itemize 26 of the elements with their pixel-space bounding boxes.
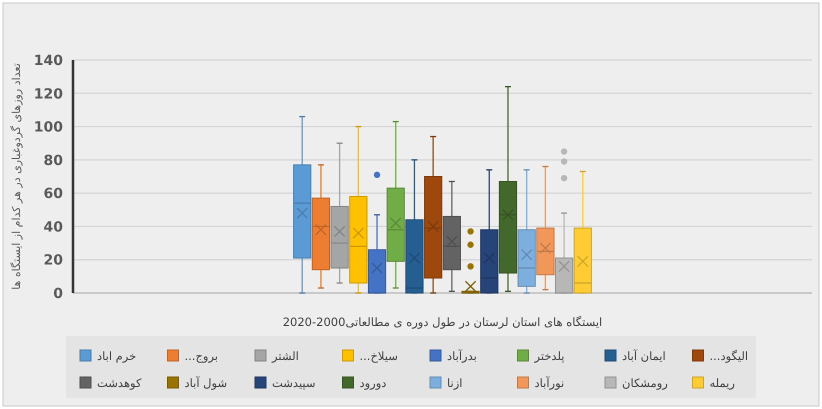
legend-label: سپیدشت xyxy=(272,376,316,390)
legend-label: ایمان آباد xyxy=(622,349,666,363)
y-axis-title: تعداد روزهای گردوغباری در هر کدام از ایستگاه ها xyxy=(10,63,23,290)
legend-label: ازنا xyxy=(447,376,462,390)
y-tick-label: 0 xyxy=(53,286,64,302)
legend-label: پلدختر xyxy=(534,349,564,363)
legend-label: بروج... xyxy=(184,349,218,363)
legend-label: رومشکان xyxy=(622,376,668,390)
legend-label: الیگود... xyxy=(710,349,748,363)
y-tick-label: 80 xyxy=(44,152,64,169)
legend-label: دورود xyxy=(360,376,386,390)
y-tick-label: 100 xyxy=(34,120,64,136)
x-axis-title: ایستگاه های استان لرستان در طول دوره ی مطالعاتی2000-2020 xyxy=(282,315,602,329)
y-tick-label: 20 xyxy=(44,252,64,269)
y-tick-label: 60 xyxy=(44,186,64,202)
y-tick-label: 120 xyxy=(34,86,64,102)
legend-label: شول آباد xyxy=(184,376,228,390)
legend-label: نورآباد xyxy=(534,376,564,390)
legend-label: کوهدشت xyxy=(97,376,142,390)
y-tick-label: 140 xyxy=(34,53,64,69)
legend-label: الشتر xyxy=(271,349,299,363)
legend-label: ریمله xyxy=(710,376,735,390)
legend-label: خرم اباد xyxy=(97,349,136,363)
legend-label: بدرآباد xyxy=(447,349,477,363)
legend-label: سیلاخ... xyxy=(360,349,398,363)
y-tick-label: 40 xyxy=(44,219,64,236)
